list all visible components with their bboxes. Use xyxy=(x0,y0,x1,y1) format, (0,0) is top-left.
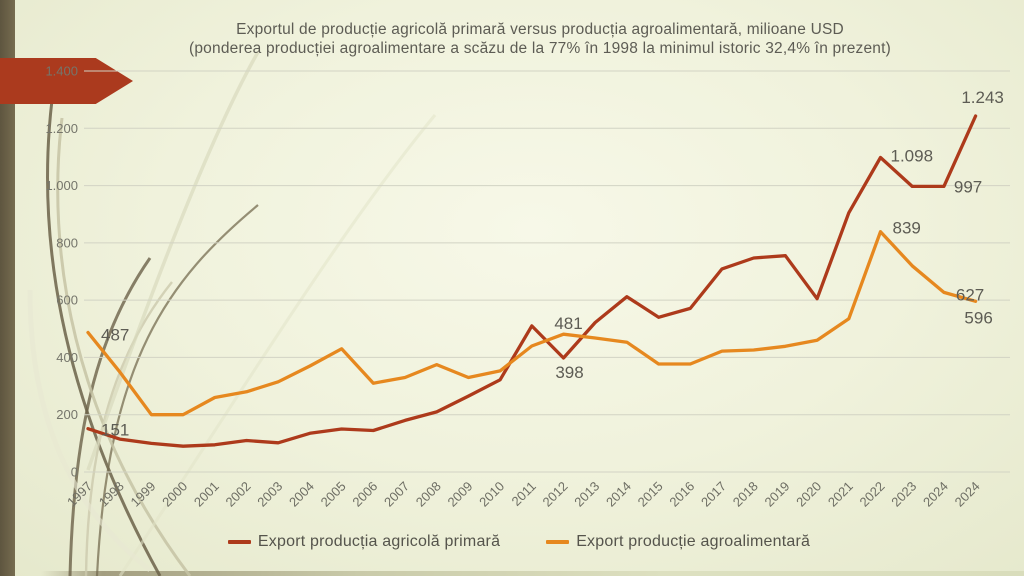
x-axis-tick-label: 2002 xyxy=(223,479,254,510)
data-label: 487 xyxy=(101,326,129,345)
y-axis-tick-label: 600 xyxy=(56,293,78,308)
data-label: 398 xyxy=(555,363,583,382)
y-axis-tick-label: 1.000 xyxy=(45,178,78,193)
x-axis-tick-label: 2017 xyxy=(698,479,729,510)
chart-title-line2: (ponderea producției agroalimentare a sc… xyxy=(189,39,891,57)
chart-title: Exportul de producție agricolă primară v… xyxy=(60,21,1020,59)
x-axis-tick-label: 2014 xyxy=(603,479,634,510)
data-label: 997 xyxy=(954,177,982,196)
y-axis-tick-label: 1.400 xyxy=(45,64,78,79)
y-axis-tick-label: 800 xyxy=(56,235,78,250)
series-line-0 xyxy=(86,114,978,448)
x-axis-tick-label: 2015 xyxy=(635,479,666,510)
data-label: 151 xyxy=(101,421,129,440)
series-line-1 xyxy=(86,230,978,417)
y-axis-tick-label: 400 xyxy=(56,350,78,365)
x-axis-tick-label: 2008 xyxy=(413,479,444,510)
x-axis-tick-label: 2012 xyxy=(540,479,571,510)
x-axis-tick-label: 2024 xyxy=(920,479,951,510)
left-accent-bar xyxy=(0,0,15,576)
deco-curve xyxy=(84,281,173,576)
x-axis-tick-label: 2000 xyxy=(159,479,190,510)
data-label: 596 xyxy=(964,308,992,327)
x-axis-tick-label: 2009 xyxy=(444,479,475,510)
deco-curve xyxy=(95,204,259,576)
x-axis-tick-label: 2016 xyxy=(666,479,697,510)
y-axis-tick-label: 1.200 xyxy=(45,121,78,136)
x-axis-tick-label: 2020 xyxy=(793,479,824,510)
data-label: 1.098 xyxy=(891,147,934,166)
legend-label-agrofood: Export producție agroalimentară xyxy=(576,533,811,550)
deco-curve xyxy=(46,99,162,576)
deco-curve xyxy=(68,257,152,576)
deco-curve xyxy=(86,51,260,471)
legend-swatch-primary xyxy=(227,540,251,544)
legend-item-primary: Export producția agricolă primară xyxy=(227,533,501,551)
x-axis-tick-label: 2018 xyxy=(730,479,761,510)
chart-legend: Export producția agricolă primară Export… xyxy=(0,533,1024,551)
legend-item-agrofood: Export producție agroalimentară xyxy=(546,533,810,551)
y-axis-tick-label: 0 xyxy=(71,465,78,480)
x-axis-tick-label: 2010 xyxy=(476,479,507,510)
deco-curve xyxy=(27,289,152,572)
x-axis-tick-label: 1997 xyxy=(64,479,95,510)
x-axis-tick-label: 2004 xyxy=(286,479,317,510)
x-axis-tick-label: 1999 xyxy=(127,479,158,510)
x-axis-tick-label: 2019 xyxy=(761,479,792,510)
x-axis-tick-label: 2007 xyxy=(381,479,412,510)
deco-curve xyxy=(56,117,192,576)
x-axis-tick-label: 2001 xyxy=(191,479,222,510)
data-label: 627 xyxy=(956,285,984,304)
x-axis-tick-label: 2022 xyxy=(857,479,888,510)
data-label: 481 xyxy=(554,314,582,333)
x-axis-tick-label: 2021 xyxy=(825,479,856,510)
x-axis-tick-label: 2023 xyxy=(888,479,919,510)
x-axis-tick-label: 2024 xyxy=(952,479,983,510)
deco-curve xyxy=(118,114,437,576)
x-axis-tick-label: 2013 xyxy=(571,479,602,510)
data-label: 1.243 xyxy=(961,88,1004,107)
data-label: 839 xyxy=(893,219,921,238)
x-axis-tick-label: 2006 xyxy=(349,479,380,510)
x-axis-tick-label: 1998 xyxy=(96,479,127,510)
legend-swatch-agrofood xyxy=(546,540,570,544)
y-axis-tick-label: 200 xyxy=(56,407,78,422)
legend-label-primary: Export producția agricolă primară xyxy=(257,533,501,550)
bottom-accent-strip xyxy=(0,571,1024,576)
x-axis-tick-label: 2011 xyxy=(509,479,539,509)
x-axis-tick-label: 2005 xyxy=(318,479,349,510)
chart-title-line1: Exportul de producție agricolă primară v… xyxy=(236,21,844,38)
x-axis-tick-label: 2003 xyxy=(254,479,285,510)
